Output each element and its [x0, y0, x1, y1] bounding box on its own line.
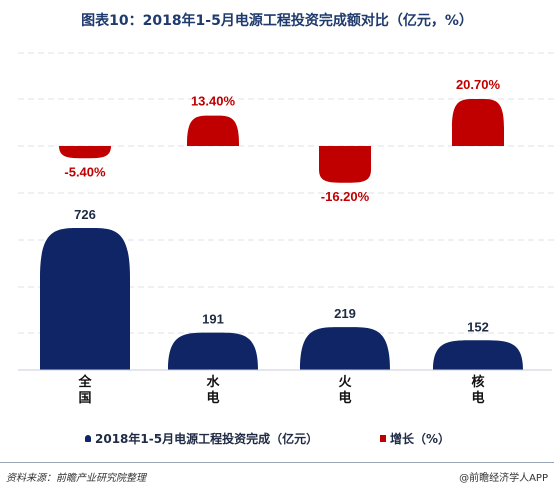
legend-swatch-growth — [380, 435, 386, 442]
investment-label-cat-1: 726 — [74, 207, 96, 222]
legend-item-growth: 增长（%） — [380, 430, 450, 447]
investment-bar-cat-3 — [300, 327, 390, 370]
x-tick-label-cat-1: 全国 — [77, 374, 92, 406]
brand-credit: @前瞻经济学人APP — [459, 473, 548, 484]
x-tick-label-cat-4: 核电 — [471, 374, 484, 406]
growth-label-cat-3: -16.20% — [321, 189, 370, 204]
x-tick-label-cat-2: 水电 — [206, 374, 220, 406]
growth-bar-cat-4 — [452, 98, 504, 146]
growth-label-cat-1: -5.40% — [64, 164, 106, 179]
legend-swatch-investment — [85, 435, 91, 442]
investment-label-cat-3: 219 — [334, 306, 356, 321]
source-note: 资料来源：前瞻产业研究院整理 — [6, 473, 146, 484]
growth-label-cat-4: 20.70% — [456, 77, 501, 92]
chart-title: 图表10：2018年1-5月电源工程投资完成额对比（亿元，%） — [81, 13, 473, 29]
investment-label-cat-2: 191 — [202, 312, 224, 327]
growth-bar-cat-2 — [187, 115, 239, 146]
growth-label-cat-2: 13.40% — [191, 94, 236, 109]
x-axis: 全国 水电 火电 核电 — [18, 369, 552, 406]
growth-bar-cat-1 — [59, 146, 111, 159]
growth-series: -5.40% 13.40% -16.20% 20.70% — [59, 77, 504, 204]
investment-bar-cat-4 — [433, 340, 523, 370]
growth-bar-cat-3 — [319, 146, 371, 183]
x-tick-label-cat-3: 火电 — [338, 375, 352, 406]
investment-bar-cat-1 — [40, 227, 130, 370]
legend-label-investment: 2018年1-5月电源工程投资完成（亿元） — [95, 432, 319, 446]
legend-label-growth: 增长（%） — [390, 432, 451, 446]
investment-series: 726 191 219 152 — [40, 207, 523, 370]
investment-label-cat-4: 152 — [467, 319, 489, 334]
legend-item-investment: 2018年1-5月电源工程投资完成（亿元） — [85, 430, 318, 447]
legend: 2018年1-5月电源工程投资完成（亿元） 增长（%） — [0, 430, 554, 448]
investment-bar-cat-2 — [168, 332, 258, 370]
footer-divider — [0, 462, 554, 463]
